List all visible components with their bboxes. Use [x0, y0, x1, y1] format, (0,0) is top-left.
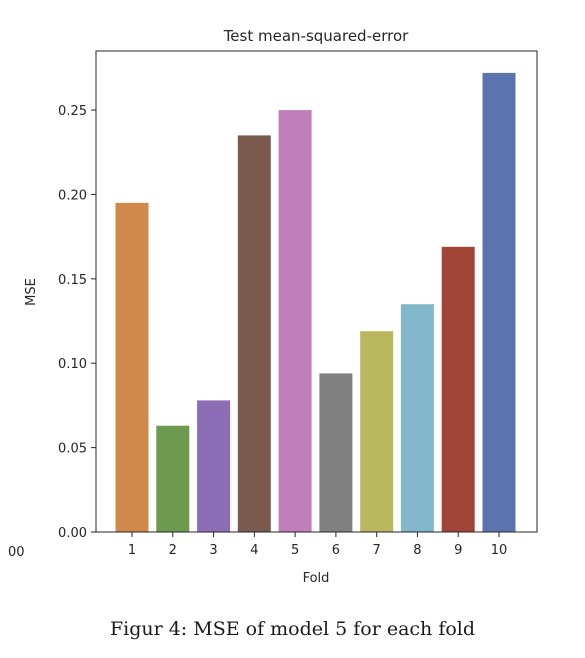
bar-fold-10: [482, 72, 516, 533]
y-axis-label: MSE: [24, 278, 39, 306]
y-tick-label: 0.20: [58, 188, 87, 203]
x-axis-label: Fold: [303, 571, 330, 586]
x-tick-label: 10: [491, 543, 508, 558]
x-tick-label: 5: [291, 543, 299, 558]
figure-caption: Figur 4: MSE of model 5 for each fold: [109, 618, 476, 640]
x-tick-label: 3: [209, 543, 217, 558]
x-tick-label: 1: [128, 543, 136, 558]
bar-fold-1: [115, 202, 149, 532]
bar-fold-6: [319, 373, 353, 532]
y-tick-label: 0.00: [58, 526, 87, 541]
x-tick-label: 7: [373, 543, 381, 558]
y-tick-label: 0.15: [58, 273, 87, 288]
bar-chart: Test mean-squared-error 0.00 0.05 0.10 0.15…: [8, 27, 538, 586]
bar-fold-4: [237, 135, 271, 532]
bar-fold-2: [156, 425, 190, 532]
bar-fold-8: [400, 304, 434, 532]
x-tick-label: 4: [250, 543, 258, 558]
plot-frame: [95, 50, 538, 533]
y-tick-label: 0.05: [58, 442, 87, 457]
x-axis-ticks: 1 2 3 4 5 6 7 8 9 10: [128, 532, 507, 558]
bar-fold-3: [197, 400, 231, 532]
y-tick-label: 0.10: [58, 357, 87, 372]
x-tick-label: 8: [413, 543, 421, 558]
bar-fold-5: [278, 110, 312, 532]
clipped-left-tick-label: 00: [8, 545, 25, 560]
x-tick-label: 9: [454, 543, 462, 558]
chart-title: Test mean-squared-error: [223, 27, 409, 45]
y-axis-ticks: 0.00 0.05 0.10 0.15 0.20 0.25: [58, 104, 96, 541]
bar-fold-7: [360, 331, 394, 532]
bar-fold-9: [441, 246, 475, 533]
x-tick-label: 6: [332, 543, 340, 558]
x-tick-label: 2: [169, 543, 177, 558]
y-tick-label: 0.25: [58, 104, 87, 119]
bars-group: [115, 72, 516, 533]
